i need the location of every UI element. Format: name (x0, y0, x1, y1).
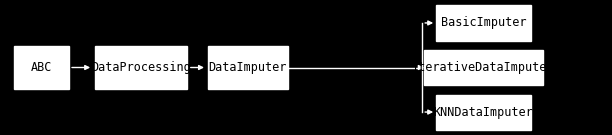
FancyBboxPatch shape (14, 46, 69, 89)
FancyBboxPatch shape (95, 46, 187, 89)
Text: IterativeDataImputer: IterativeDataImputer (412, 61, 554, 74)
FancyBboxPatch shape (208, 46, 288, 89)
FancyBboxPatch shape (424, 50, 543, 85)
FancyBboxPatch shape (436, 94, 531, 130)
Text: ABC: ABC (31, 61, 52, 74)
Text: KNNDataImputer: KNNDataImputer (434, 106, 533, 119)
FancyBboxPatch shape (436, 5, 531, 40)
Text: BasicImputer: BasicImputer (441, 16, 526, 29)
Text: DataImputer: DataImputer (209, 61, 287, 74)
Text: DataProcessing: DataProcessing (91, 61, 190, 74)
